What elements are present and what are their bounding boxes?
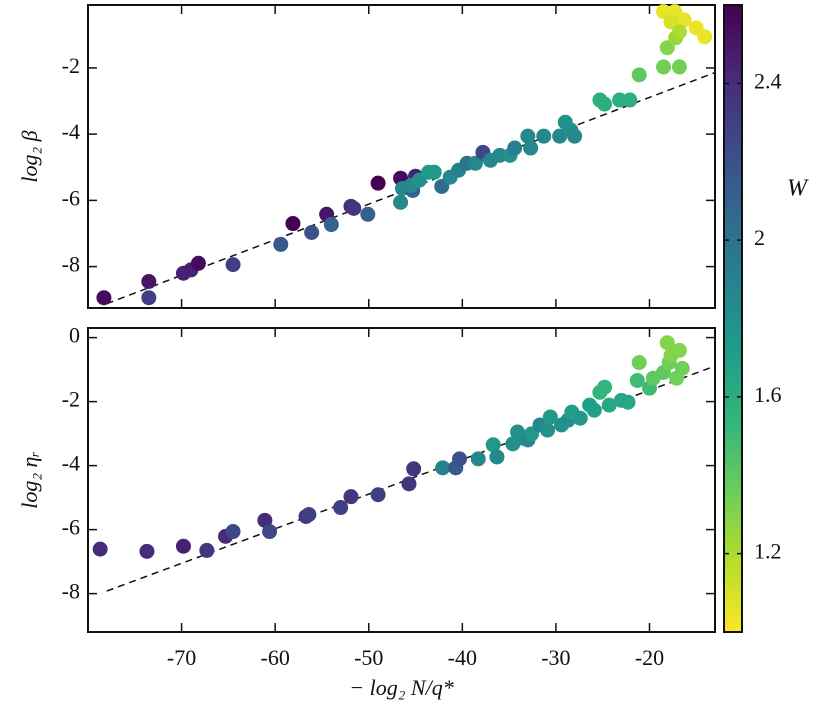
point xyxy=(92,541,108,557)
y-axis-label: log₂ β xyxy=(17,130,42,182)
y-tick-label: -2 xyxy=(62,387,80,412)
point xyxy=(597,379,613,395)
point xyxy=(393,194,409,210)
point xyxy=(333,500,349,516)
x-tick-label: -70 xyxy=(167,645,196,670)
point xyxy=(485,437,501,453)
point xyxy=(96,290,112,306)
point xyxy=(435,460,451,476)
plot-frame xyxy=(87,4,716,309)
point xyxy=(659,335,675,351)
point xyxy=(597,96,613,112)
colorbar-tick-label: 2.4 xyxy=(754,68,782,93)
y-axis-label: log₂ ηᵣ xyxy=(17,451,42,509)
point xyxy=(304,224,320,240)
y-tick-label: -2 xyxy=(62,53,80,78)
point xyxy=(225,524,241,540)
colorbar-tick-label: 1.2 xyxy=(754,539,782,564)
y-tick-label: -6 xyxy=(62,515,80,540)
colorbar-tick-label: 2 xyxy=(754,225,765,250)
point xyxy=(552,128,568,144)
point xyxy=(492,147,508,163)
x-tick-label: -20 xyxy=(635,645,664,670)
point xyxy=(572,410,588,426)
point xyxy=(257,512,273,528)
y-tick-label: 0 xyxy=(69,323,80,348)
point xyxy=(697,29,713,45)
point xyxy=(406,461,422,477)
x-tick-label: -60 xyxy=(261,645,290,670)
point xyxy=(631,355,647,371)
point xyxy=(536,128,552,144)
y-tick-label: -8 xyxy=(62,252,80,277)
colorbar xyxy=(723,4,743,633)
point xyxy=(141,274,157,290)
point xyxy=(542,409,558,425)
point xyxy=(671,59,687,75)
point xyxy=(622,92,638,108)
point xyxy=(507,140,523,156)
colorbar-tick-label: 1.6 xyxy=(754,382,782,407)
point xyxy=(262,524,278,540)
y-tick-label: -4 xyxy=(62,451,80,476)
point xyxy=(656,59,672,75)
point xyxy=(612,92,628,108)
point xyxy=(671,342,687,358)
point xyxy=(663,14,679,30)
point xyxy=(301,507,317,523)
point xyxy=(343,489,359,505)
point xyxy=(629,372,645,388)
point xyxy=(669,370,685,386)
colorbar-label: W xyxy=(787,176,809,202)
point xyxy=(273,236,289,252)
x-tick-label: -40 xyxy=(448,645,477,670)
point xyxy=(620,394,636,410)
point xyxy=(285,216,301,232)
point xyxy=(601,397,617,413)
point xyxy=(452,451,468,467)
point xyxy=(190,255,206,271)
point xyxy=(489,449,505,465)
point xyxy=(523,140,539,156)
point xyxy=(346,200,362,216)
point xyxy=(199,542,215,558)
point xyxy=(676,12,692,28)
point xyxy=(370,175,386,191)
point xyxy=(671,24,687,40)
point xyxy=(631,67,647,83)
point xyxy=(141,290,157,306)
point xyxy=(401,476,417,492)
point xyxy=(175,538,191,554)
x-tick-label: -30 xyxy=(541,645,570,670)
point xyxy=(370,487,386,503)
y-tick-label: -8 xyxy=(62,579,80,604)
point xyxy=(470,451,486,467)
point xyxy=(586,402,602,418)
point xyxy=(426,164,442,180)
point xyxy=(539,422,555,438)
point xyxy=(467,155,483,171)
x-axis-label: − log₂ N/q* xyxy=(349,675,453,700)
point xyxy=(520,128,536,144)
y-tick-label: -6 xyxy=(62,185,80,210)
point xyxy=(225,257,241,273)
plot-frame xyxy=(87,327,716,633)
point xyxy=(360,206,376,222)
point xyxy=(659,40,675,56)
point xyxy=(139,543,155,559)
x-tick-label: -50 xyxy=(354,645,383,670)
y-tick-label: -4 xyxy=(62,119,80,144)
point xyxy=(323,217,339,233)
point xyxy=(656,4,672,20)
point xyxy=(567,128,583,144)
